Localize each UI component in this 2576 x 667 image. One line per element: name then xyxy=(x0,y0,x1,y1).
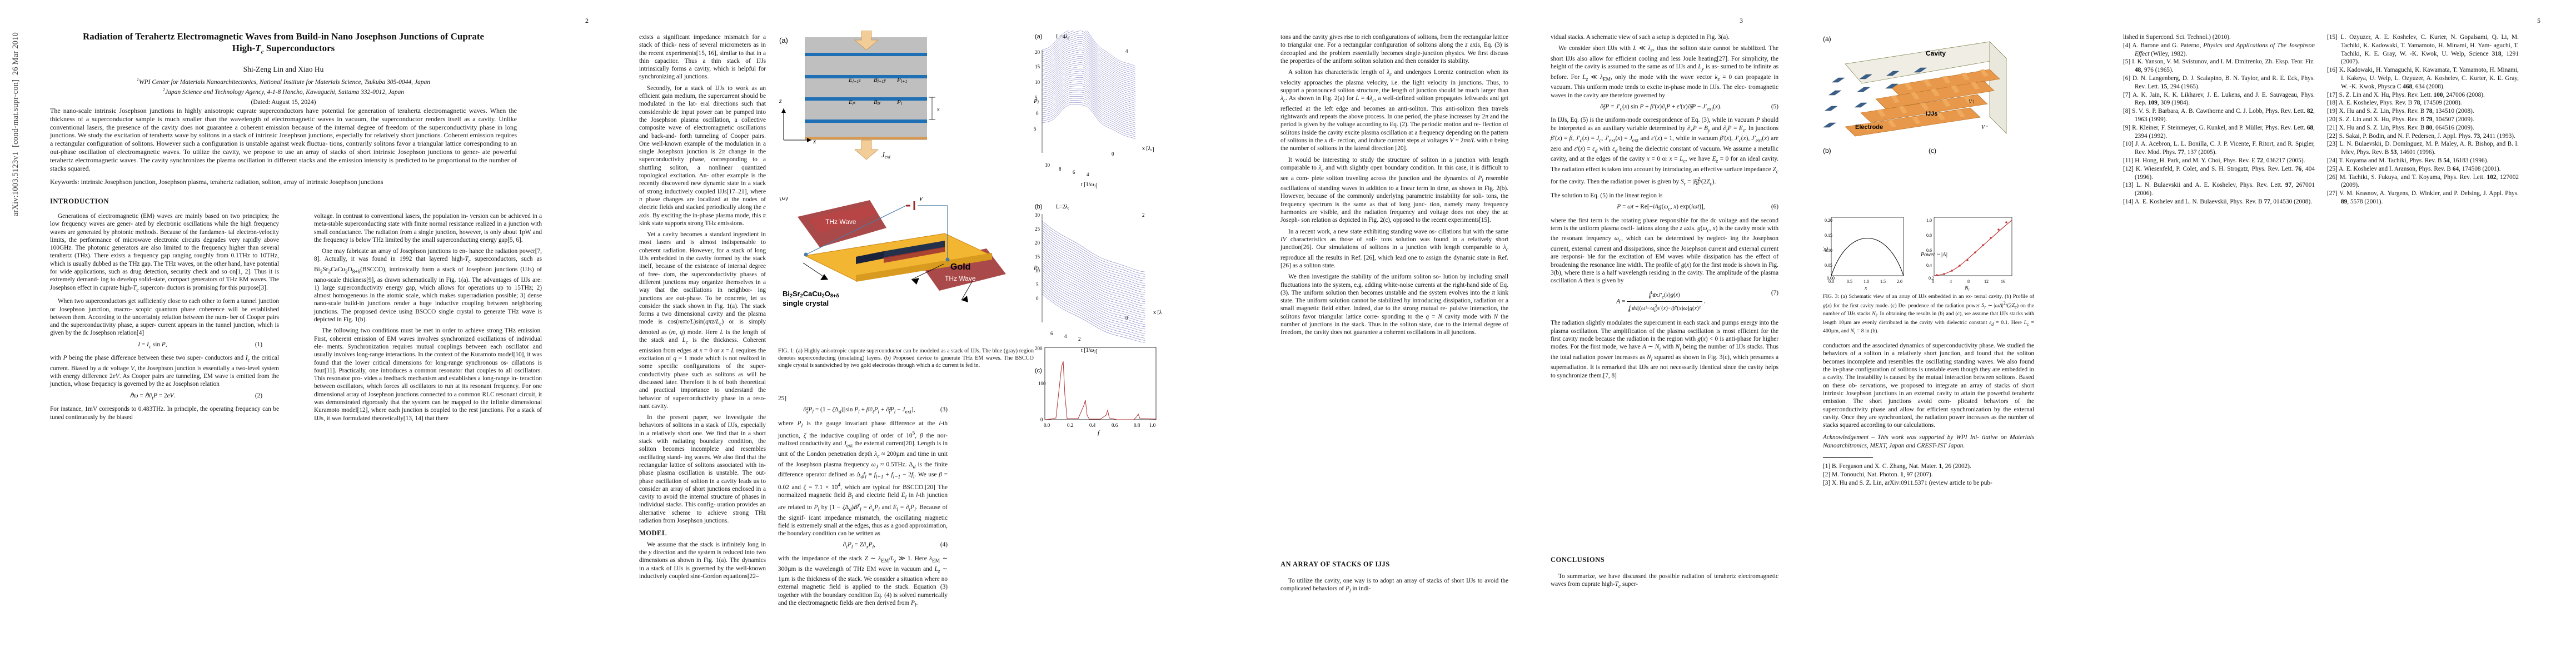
svg-text:4: 4 xyxy=(1125,48,1128,54)
svg-text:6: 6 xyxy=(1073,170,1075,175)
svg-text:Electrode: Electrode xyxy=(1855,124,1883,131)
svg-text:200: 200 xyxy=(1035,346,1043,351)
svg-text:4: 4 xyxy=(1064,334,1067,339)
svg-text:0.8: 0.8 xyxy=(1926,233,1932,238)
svg-text:V⁻: V⁻ xyxy=(1981,125,1988,131)
svg-text:0.20: 0.20 xyxy=(1825,218,1832,223)
svg-text:15: 15 xyxy=(1035,64,1040,69)
svg-text:(a): (a) xyxy=(1035,33,1042,40)
svg-text:(b): (b) xyxy=(1823,147,1831,155)
svg-text:Cavity: Cavity xyxy=(1926,49,1946,57)
svg-text:x: x xyxy=(813,137,816,145)
svg-text:0: 0 xyxy=(1040,417,1043,422)
svg-text:0: 0 xyxy=(1932,279,1934,284)
svg-text:z: z xyxy=(779,97,782,104)
svg-text:0.0: 0.0 xyxy=(1044,422,1050,428)
svg-text:0: 0 xyxy=(1036,296,1039,301)
svg-text:15: 15 xyxy=(1035,254,1040,260)
svg-text:8: 8 xyxy=(1059,166,1062,172)
svg-text:1.0: 1.0 xyxy=(1926,218,1932,223)
svg-text:20: 20 xyxy=(1035,240,1040,246)
svg-text:1.0: 1.0 xyxy=(1149,422,1156,428)
svg-text:(a): (a) xyxy=(779,36,788,44)
svg-text:Jext: Jext xyxy=(881,151,891,160)
svg-text:x [λc]: x [λc] xyxy=(1142,146,1154,153)
svg-text:L=2λc: L=2λc xyxy=(1056,204,1069,211)
svg-text:0.4: 0.4 xyxy=(1089,422,1096,428)
svg-text:30: 30 xyxy=(1035,212,1040,218)
svg-text:g(x): g(x) xyxy=(1823,246,1828,252)
svg-text:(a): (a) xyxy=(1823,35,1831,43)
svg-text:4: 4 xyxy=(1950,279,1952,284)
svg-text:16: 16 xyxy=(2001,279,2005,284)
svg-text:0.05: 0.05 xyxy=(1825,263,1832,268)
svg-text:s: s xyxy=(937,105,940,113)
svg-text:single crystal: single crystal xyxy=(783,299,829,307)
svg-text:V: V xyxy=(919,197,924,202)
svg-text:100: 100 xyxy=(1038,381,1046,386)
svg-text:0.4: 0.4 xyxy=(1926,263,1932,268)
svg-text:0.8: 0.8 xyxy=(1134,422,1140,428)
svg-text:2.0: 2.0 xyxy=(1897,279,1902,284)
svg-text:1.0: 1.0 xyxy=(1864,279,1869,284)
svg-text:0: 0 xyxy=(1036,111,1039,116)
svg-text:10: 10 xyxy=(1035,268,1040,273)
svg-text:Gold: Gold xyxy=(950,262,970,272)
svg-text:0: 0 xyxy=(1112,151,1114,157)
svg-text:(b): (b) xyxy=(779,197,788,201)
svg-text:Ni: Ni xyxy=(1964,285,1970,292)
svg-text:Bi2Sr2CaCu2O8+δ: Bi2Sr2CaCu2O8+δ xyxy=(783,290,839,298)
svg-text:5: 5 xyxy=(1036,282,1039,287)
svg-text:x: x xyxy=(1864,285,1867,291)
svg-text:2: 2 xyxy=(1142,212,1145,218)
svg-text:0.15: 0.15 xyxy=(1825,233,1832,238)
svg-text:1.5: 1.5 xyxy=(1880,279,1886,284)
svg-text:6: 6 xyxy=(1050,331,1053,336)
svg-text:THz Wave: THz Wave xyxy=(825,218,856,226)
svg-text:10: 10 xyxy=(1045,162,1050,168)
svg-text:4: 4 xyxy=(1087,172,1089,177)
svg-text:5: 5 xyxy=(1035,95,1038,101)
svg-text:25: 25 xyxy=(1035,226,1040,232)
svg-text:IJJs: IJJs xyxy=(1926,111,1937,117)
svg-text:2: 2 xyxy=(1078,336,1081,342)
svg-text:V↑: V↑ xyxy=(1969,99,1975,105)
svg-text:f: f xyxy=(1098,430,1100,436)
svg-text:20: 20 xyxy=(1035,49,1040,55)
svg-text:(c): (c) xyxy=(1929,147,1936,155)
svg-text:(b): (b) xyxy=(1035,203,1042,210)
svg-text:t [1/ωJ]: t [1/ωJ] xyxy=(1081,182,1098,189)
svg-text:12: 12 xyxy=(1984,279,1989,284)
svg-text:10: 10 xyxy=(1035,79,1040,85)
svg-text:-5: -5 xyxy=(1034,126,1037,132)
svg-text:Power ~ |A|: Power ~ |A| xyxy=(1920,252,1947,258)
svg-text:0: 0 xyxy=(1125,315,1128,321)
svg-text:THz Wave: THz Wave xyxy=(945,275,976,282)
svg-text:0.6: 0.6 xyxy=(1112,422,1118,428)
svg-text:0.0: 0.0 xyxy=(1828,279,1834,284)
svg-text:x [λc]: x [λc] xyxy=(1153,310,1162,317)
svg-text:8: 8 xyxy=(1967,279,1970,284)
svg-text:0.5: 0.5 xyxy=(1847,279,1852,284)
svg-text:0.2: 0.2 xyxy=(1067,422,1073,428)
